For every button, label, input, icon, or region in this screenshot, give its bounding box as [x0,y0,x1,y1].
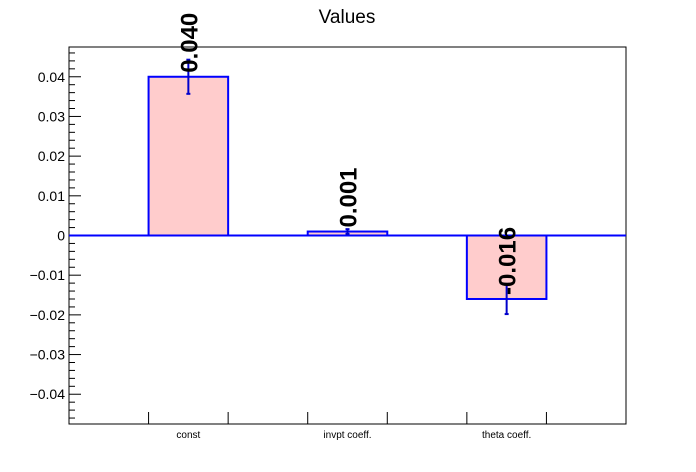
y-tick-label: −0.01 [30,267,66,283]
bar-value-label: -0.016 [495,227,522,295]
bar-value-label: 0.001 [336,167,363,227]
bars: 0.040 0.001 -0.016 [69,13,626,316]
y-tick-label: 0.03 [38,108,65,124]
y-tick-label: 0.01 [38,188,65,204]
chart-title: Values [319,7,376,28]
y-tick-label: 0.02 [38,148,65,164]
y-tick-label: −0.02 [30,307,66,323]
x-tick-label: const [176,430,200,441]
x-tick-label: invpt coeff. [323,430,371,441]
y-tick-label: −0.04 [30,386,66,402]
y-tick-label: −0.03 [30,347,66,363]
y-tick-label: 0.04 [38,69,65,85]
bar [147,75,230,237]
x-tick-label: theta coeff. [482,430,531,441]
x-axis: const invpt coeff. theta coeff. [148,412,547,441]
y-tick-label: 0 [57,228,65,244]
bar-value-label: 0.040 [176,13,203,73]
